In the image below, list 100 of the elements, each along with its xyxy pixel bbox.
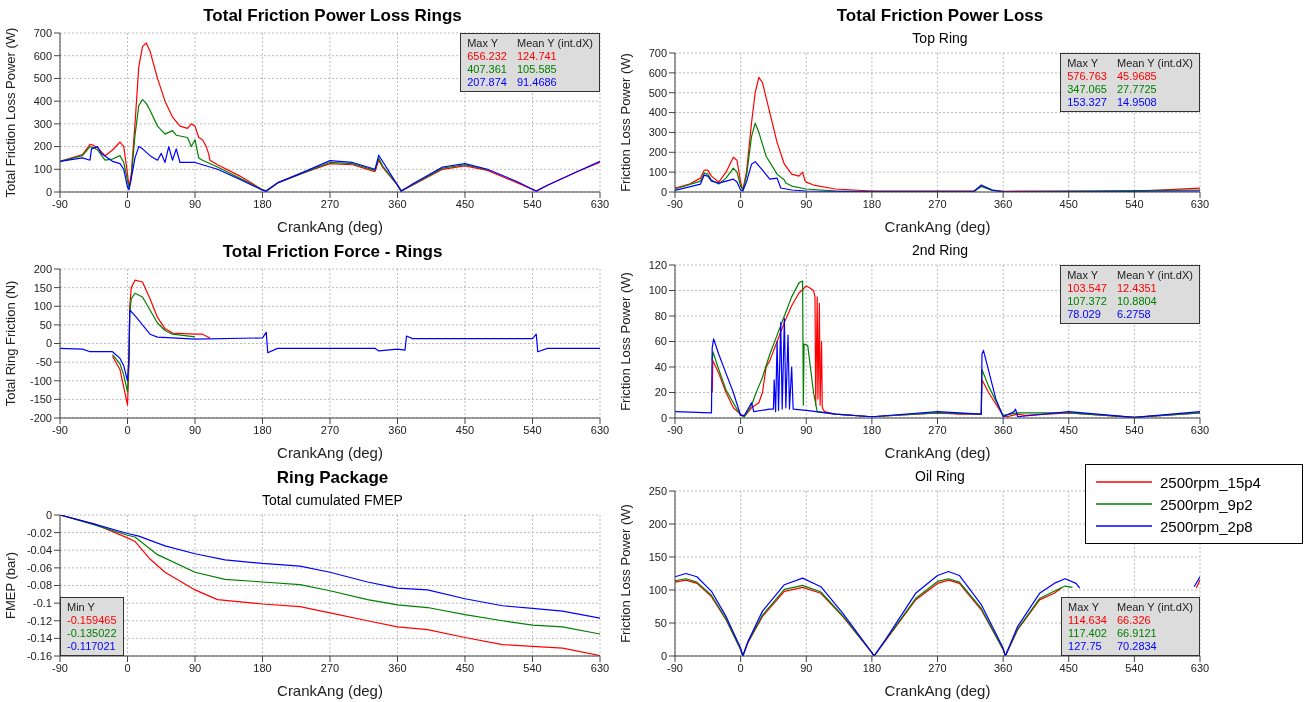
- x-tick-label: 630: [1190, 197, 1210, 210]
- chart-subtitle: Top Ring: [911, 29, 969, 48]
- annotation: Mean Y (int.dX): [1116, 269, 1193, 281]
- annotation: 66.326: [1116, 614, 1152, 626]
- annotation: 114.634: [1068, 614, 1107, 626]
- chart-subtitle: 2nd Ring: [910, 241, 969, 260]
- y-tick-label: 400: [648, 106, 667, 119]
- y-tick-label: 100: [33, 300, 52, 313]
- y-tick-label: 200: [648, 146, 667, 159]
- y-tick-label: 700: [33, 26, 52, 39]
- x-tick-label: 90: [188, 661, 202, 674]
- y-axis-title: FMEP (bar): [2, 552, 18, 619]
- x-tick-label: 0: [737, 423, 744, 436]
- y-tick-label: 600: [33, 49, 52, 62]
- x-tick-label: -90: [52, 423, 68, 436]
- annotation: 6.2758: [1116, 308, 1152, 320]
- annotation: 153.327: [1067, 96, 1107, 108]
- x-tick-label: -90: [667, 197, 683, 210]
- y-axis-title: Total Ring Friction (N): [2, 280, 18, 407]
- y-tick-label: -0.16: [26, 649, 52, 662]
- y-tick-label: 50: [39, 318, 52, 331]
- y-tick-label: 0: [660, 411, 667, 424]
- x-tick-label: 450: [455, 661, 475, 674]
- y-tick-label: -200: [29, 411, 52, 424]
- y-tick-label: -150: [29, 393, 52, 406]
- y-tick-label: -0.1: [33, 597, 52, 610]
- y-tick-label: 500: [33, 72, 52, 85]
- x-tick-label: 180: [253, 197, 272, 210]
- y-tick-label: -0.12: [26, 614, 52, 627]
- x-tick-label: 180: [253, 661, 272, 674]
- x-tick-label: 270: [320, 423, 340, 436]
- annotation: 10.8804: [1116, 295, 1158, 307]
- x-tick-label: -90: [52, 197, 68, 210]
- chart-title: Ring Package: [275, 467, 390, 489]
- legend-label: 2500rpm_15p4: [1160, 473, 1261, 491]
- y-tick-label: -50: [36, 356, 52, 369]
- y-tick-label: 80: [654, 309, 667, 322]
- x-tick-label: 540: [523, 661, 542, 674]
- x-axis-title: CrankAng (deg): [884, 682, 991, 699]
- y-tick-label: -0.08: [26, 579, 52, 592]
- annotation: 347.065: [1067, 83, 1107, 95]
- annotation: 66.9121: [1116, 627, 1158, 639]
- y-tick-label: 700: [648, 46, 667, 59]
- annotation: -0.117021: [67, 640, 117, 652]
- x-tick-label: 450: [1059, 423, 1078, 436]
- legend-label: 2500rpm_9p2: [1160, 495, 1253, 513]
- y-tick-label: 200: [33, 140, 52, 153]
- y-tick-label: 0: [45, 508, 52, 521]
- x-tick-label: 0: [737, 661, 744, 674]
- annotation: -0.159465: [67, 614, 117, 626]
- x-tick-label: 450: [1059, 661, 1078, 674]
- x-tick-label: 90: [800, 197, 813, 210]
- y-tick-label: 40: [654, 360, 667, 373]
- annotation: 576.763: [1067, 70, 1107, 82]
- y-tick-label: 200: [33, 262, 52, 275]
- x-tick-label: 90: [188, 423, 202, 436]
- y-tick-label: 0: [660, 185, 667, 198]
- annotation: 127.75: [1068, 640, 1103, 652]
- x-tick-label: 180: [862, 197, 882, 210]
- y-tick-label: -0.02: [26, 526, 52, 539]
- annotation: Max Y: [467, 37, 500, 49]
- x-tick-label: 270: [320, 197, 340, 210]
- annotation: Max Y: [1067, 57, 1100, 69]
- x-tick-label: 90: [800, 423, 813, 436]
- x-tick-label: 0: [124, 661, 131, 674]
- chart-title: Total Friction Power Loss: [835, 5, 1045, 27]
- y-tick-label: 150: [648, 550, 667, 563]
- annotation: -0.135022: [67, 627, 117, 639]
- x-tick-label: 0: [124, 423, 131, 436]
- x-tick-label: 90: [800, 661, 813, 674]
- x-tick-label: 0: [737, 197, 744, 210]
- x-tick-label: 450: [455, 423, 475, 436]
- y-tick-label: 0: [45, 337, 52, 350]
- x-tick-label: 270: [928, 661, 947, 674]
- y-tick-label: 150: [33, 281, 52, 294]
- y-tick-label: 100: [648, 166, 667, 179]
- y-tick-label: 100: [33, 163, 52, 176]
- annotation: 107.372: [1067, 295, 1107, 307]
- x-axis-title: CrankAng (deg): [884, 218, 991, 235]
- x-axis-title: CrankAng (deg): [884, 444, 991, 461]
- y-tick-label: 120: [648, 258, 667, 271]
- line-series: [60, 309, 600, 382]
- y-axis-title: Friction Loss Power (W): [617, 272, 633, 411]
- y-tick-label: 0: [45, 185, 52, 198]
- annotation: 70.2834: [1116, 640, 1158, 652]
- annotation: Mean Y (int.dX): [1116, 57, 1193, 69]
- annotation: 14.9508: [1116, 96, 1158, 108]
- y-tick-label: -100: [29, 374, 52, 387]
- x-tick-label: 630: [1190, 423, 1210, 436]
- annotation: Mean Y (int.dX): [1116, 601, 1193, 613]
- y-tick-label: -0.14: [26, 632, 52, 645]
- y-tick-label: 20: [654, 386, 667, 399]
- annotation: 103.547: [1067, 282, 1107, 294]
- x-tick-label: 360: [388, 661, 407, 674]
- legend-label: 2500rpm_2p8: [1160, 517, 1253, 535]
- annotation: 656.232: [467, 50, 507, 62]
- y-axis-title: Total Friction Loss Power (W): [2, 27, 18, 198]
- x-tick-label: 360: [388, 423, 407, 436]
- y-tick-label: 300: [33, 117, 52, 130]
- chart-title: Total Friction Force - Rings: [221, 241, 444, 263]
